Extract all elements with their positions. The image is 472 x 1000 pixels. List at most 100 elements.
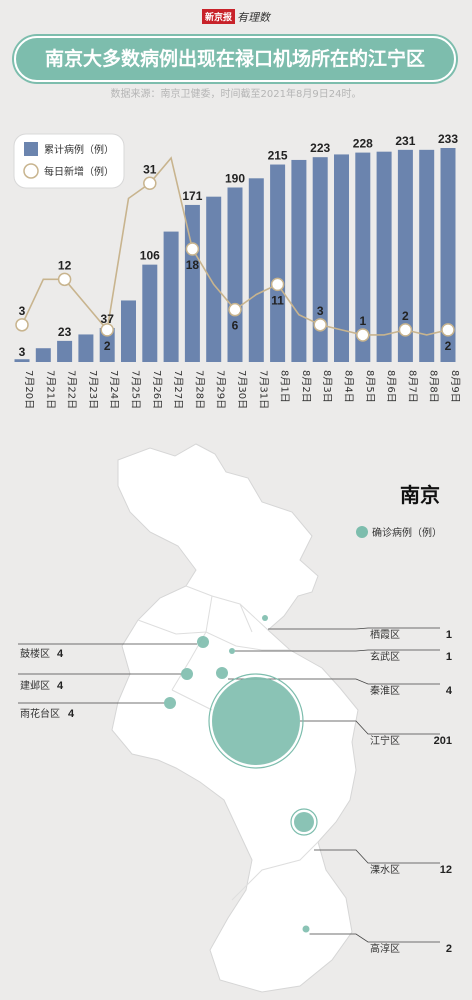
line-point-0: [15, 318, 29, 332]
x-tick-15: 8月4日: [343, 370, 355, 403]
line-point-10: [228, 302, 242, 317]
map-city: 南京: [400, 483, 440, 507]
bar-label-0: 3: [19, 345, 26, 359]
legend-bar-swatch: [24, 142, 38, 156]
district-name-0: 栖霞区: [370, 628, 400, 641]
district-marker-1: [229, 648, 235, 654]
line-point-6: [143, 176, 157, 191]
bar-4: [99, 328, 115, 362]
line-label-10: 6: [232, 319, 239, 333]
bar-12: [270, 164, 286, 362]
legend-box: [13, 133, 125, 189]
map-legend-label: 确诊病例（例）: [372, 526, 442, 539]
leader-0: [268, 627, 440, 630]
bar-2: [57, 340, 73, 362]
line-point-4: [100, 323, 114, 337]
x-tick-11: 7月31日: [257, 370, 269, 409]
district-marker-6: [197, 636, 209, 648]
x-tick-1: 7月21日: [44, 370, 56, 409]
x-tick-20: 8月9日: [449, 370, 461, 403]
bar-16: [355, 152, 371, 362]
district-ring-4: [290, 808, 318, 836]
line-point-20: [441, 323, 455, 337]
district-markers: 栖霞区 1 玄武区 1 秦淮区 4 江宁区 201 溧水区 12 高淳区 2 鼓楼区 4 建邺区 4 雨花台区 4: [18, 615, 453, 955]
bar-label-8: 171: [182, 189, 202, 203]
line-label-12: 11: [271, 293, 284, 307]
bar-13: [291, 159, 307, 362]
district-name-3: 江宁区: [370, 734, 400, 747]
bar-20: [440, 148, 456, 362]
district-name-5: 高淳区: [370, 942, 400, 955]
district-marker-7: [181, 668, 193, 680]
bar-1: [35, 348, 51, 362]
district-value-2: 4: [446, 685, 453, 697]
leader-2: [228, 678, 440, 685]
district-marker-3: [212, 677, 300, 765]
x-tick-10: 7月30日: [236, 370, 248, 409]
line-label-14: 3: [317, 304, 324, 318]
bar-6: [142, 264, 158, 362]
x-tick-7: 7月27日: [172, 370, 184, 409]
district-marker-5: [302, 925, 310, 933]
line-label-20: 2: [445, 339, 452, 353]
x-tick-12: 8月1日: [279, 370, 291, 403]
district-value-0: 1: [446, 629, 452, 641]
line-point-8: [185, 242, 200, 256]
line-point-16: [356, 328, 370, 342]
line-label-6: 31: [143, 162, 157, 176]
line-label-16: 1: [359, 314, 366, 328]
x-tick-3: 7月23日: [87, 370, 99, 409]
district-value-1: 1: [446, 651, 452, 663]
district-name-6: 鼓楼区: [20, 647, 50, 660]
line-label-18: 2: [402, 309, 409, 323]
district-name-4: 溧水区: [370, 863, 400, 876]
chart-legend: 累计病例（例） 每日新增（例）: [13, 133, 125, 189]
district-marker-0: [262, 615, 268, 621]
bar-9: [206, 196, 222, 362]
bar-0: [14, 359, 30, 362]
line-point-2: [57, 272, 72, 287]
x-tick-14: 8月3日: [321, 370, 333, 403]
district-name-7: 建邺区: [20, 679, 50, 692]
district-marker-4: [294, 812, 314, 832]
line-label-8: 18: [186, 258, 200, 272]
x-tick-18: 8月7日: [406, 370, 418, 403]
bar-17: [376, 151, 392, 362]
bar-label-6: 106: [140, 249, 160, 263]
brand-script: 有理数: [237, 10, 270, 24]
line-point-18: [398, 323, 413, 337]
bar-19: [419, 149, 435, 362]
bar-18: [397, 149, 413, 362]
district-value-7: 4: [57, 680, 64, 692]
x-axis-ticks: 7月20日 7月21日 7月22日 7月23日 7月24日 7月25日 7月26日 7月27日…: [23, 370, 461, 409]
x-tick-4: 7月24日: [108, 370, 120, 409]
x-tick-2: 7月22日: [66, 370, 78, 409]
district-value-5: 2: [446, 943, 452, 955]
x-tick-8: 7月28日: [193, 370, 205, 409]
district-value-8: 4: [68, 708, 75, 720]
leader-4: [314, 849, 440, 864]
legend-bar-label: 累计病例（例）: [44, 143, 114, 156]
brand-box: 新京报: [201, 9, 235, 24]
district-value-3: 201: [434, 735, 452, 747]
district-borders: [137, 585, 319, 901]
x-tick-19: 8月8日: [428, 370, 440, 403]
district-marker-2: [216, 667, 228, 679]
district-name-2: 秦淮区: [370, 684, 400, 697]
bar-10: [227, 187, 243, 362]
data-source: 数据来源：南京卫健委，时间截至2021年8月9日24时。: [110, 89, 362, 100]
x-tick-13: 8月2日: [300, 370, 312, 403]
line-label-2: 12: [58, 258, 72, 272]
x-tick-9: 7月29日: [215, 370, 227, 409]
bar-5: [121, 300, 136, 362]
line-point-14: [313, 318, 327, 332]
x-tick-16: 8月5日: [364, 370, 376, 403]
bar-label-20: 233: [438, 132, 458, 146]
leader-5: [309, 933, 440, 943]
leader-3: [300, 720, 440, 735]
district-marker-8: [164, 697, 176, 709]
bar-14: [312, 157, 328, 362]
map-legend-swatch: [356, 526, 368, 538]
bar-11: [248, 178, 264, 362]
